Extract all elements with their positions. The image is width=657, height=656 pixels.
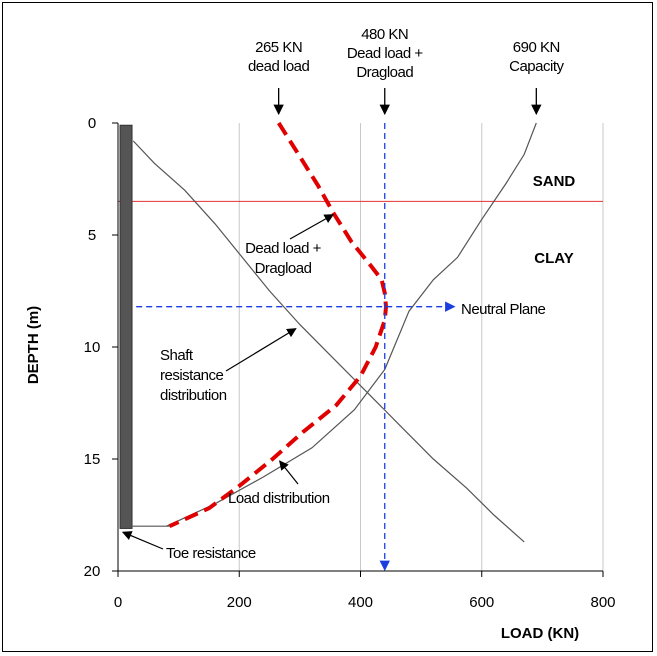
series-group — [119, 121, 537, 543]
series-capacity — [166, 122, 537, 527]
annotation-neutral-plane: Neutral Plane — [461, 301, 546, 318]
y-tick-label-5: 5 — [88, 227, 96, 244]
annotation-dead-dragload-line-2: Dragload — [255, 260, 312, 277]
arrow-dead-dragload — [289, 214, 335, 240]
annotation-toe-resistance: Toe resistance — [166, 545, 256, 562]
x-tick-label-800: 800 — [590, 594, 615, 611]
x-axis-label: LOAD (KN) — [501, 625, 579, 642]
arrow-toe-resistance — [121, 531, 164, 550]
reference-line-group — [136, 123, 456, 572]
top-annotation-a690-line-1: 690 KN — [513, 39, 560, 56]
top-annotation-a690-line-2: Capacity — [509, 58, 564, 75]
y-tick-label-15: 15 — [84, 451, 101, 468]
top-annotation-a265-line-2: dead load — [248, 58, 310, 75]
x-tick-label-400: 400 — [348, 594, 373, 611]
y-tick-label-10: 10 — [84, 339, 101, 356]
grid-layer — [238, 123, 604, 571]
layer-label-sand: SAND — [533, 173, 576, 190]
soil-layer-group: SAND CLAY — [118, 173, 603, 267]
y-tick-label-20: 20 — [84, 563, 101, 580]
top-annotation-a480-line-2: Dead load + — [347, 45, 424, 62]
arrow-shaft-resistance — [225, 328, 297, 372]
pile-shaft — [119, 124, 133, 529]
x-tick-label-600: 600 — [469, 594, 494, 611]
series-shaft — [132, 140, 525, 543]
top-annotation-a265-line-1: 265 KN — [255, 39, 302, 56]
annotation-group: 265 KN dead load 480 KN Dead load + Dragload… — [121, 26, 565, 562]
top-annotation-a480-line-1: 480 KN — [361, 26, 408, 43]
series-load-distribution — [168, 121, 389, 529]
annotation-load-distribution: Load distribution — [228, 490, 330, 507]
annotation-shaft-resistance-line-3: distribution — [160, 387, 227, 404]
y-tick-label-0: 0 — [88, 115, 96, 132]
x-tick-label-200: 200 — [227, 594, 252, 611]
y-axis-label: DEPTH (m) — [25, 306, 42, 384]
annotation-shaft-resistance-line-2: resistance — [160, 367, 224, 384]
top-annotation-a480-line-3: Dragload — [356, 64, 413, 81]
arrow-load-distribution — [279, 460, 299, 485]
annotation-dead-dragload-line-1: Dead load + — [245, 240, 322, 257]
layer-label-clay: CLAY — [534, 250, 573, 267]
x-tick-label-0: 0 — [114, 594, 122, 611]
annotation-shaft-resistance-line-1: Shaft — [160, 347, 194, 364]
